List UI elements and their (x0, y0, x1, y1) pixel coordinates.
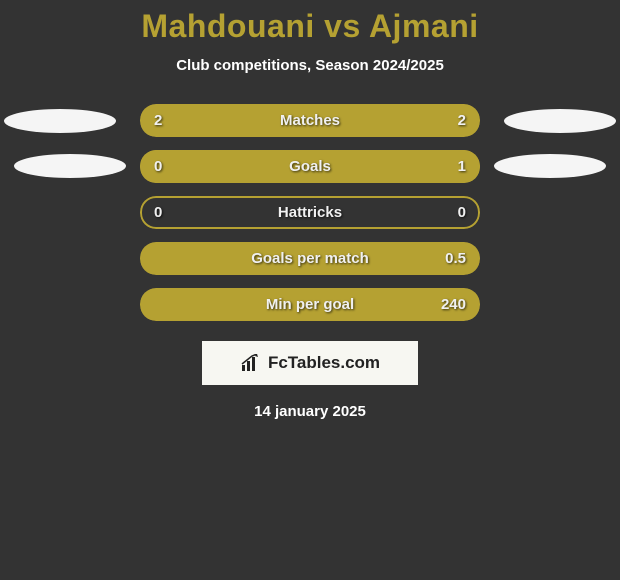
stat-right-value: 1 (458, 150, 466, 183)
page-title: Mahdouani vs Ajmani (0, 8, 620, 45)
stat-row-goals: 0 Goals 1 (0, 150, 620, 183)
stat-row-goals-per-match: Goals per match 0.5 (0, 242, 620, 275)
stat-label: Matches (140, 104, 480, 137)
stat-bar: 0 Goals 1 (140, 150, 480, 183)
stat-bar: 0 Hattricks 0 (140, 196, 480, 229)
player-left-badge (4, 109, 116, 133)
stat-row-min-per-goal: Min per goal 240 (0, 288, 620, 321)
player-right-badge (504, 109, 616, 133)
date-label: 14 january 2025 (0, 403, 620, 420)
stat-right-value: 2 (458, 104, 466, 137)
stat-right-value: 0 (458, 196, 466, 229)
stat-label: Goals (140, 150, 480, 183)
stat-row-matches: 2 Matches 2 (0, 104, 620, 137)
player-left-badge (14, 154, 126, 178)
stat-bar: 2 Matches 2 (140, 104, 480, 137)
source-logo: FcTables.com (202, 341, 418, 385)
stat-row-hattricks: 0 Hattricks 0 (0, 196, 620, 229)
source-logo-text: FcTables.com (268, 353, 380, 373)
stat-right-value: 0.5 (445, 242, 466, 275)
stat-bar: Min per goal 240 (140, 288, 480, 321)
stat-rows: 2 Matches 2 0 Goals 1 0 Hattricks (0, 104, 620, 321)
stat-label: Hattricks (140, 196, 480, 229)
chart-icon (240, 354, 262, 372)
stat-label: Goals per match (140, 242, 480, 275)
stat-bar: Goals per match 0.5 (140, 242, 480, 275)
comparison-widget: Mahdouani vs Ajmani Club competitions, S… (0, 0, 620, 420)
player-right-badge (494, 154, 606, 178)
stat-label: Min per goal (140, 288, 480, 321)
stat-right-value: 240 (441, 288, 466, 321)
subtitle: Club competitions, Season 2024/2025 (0, 57, 620, 74)
